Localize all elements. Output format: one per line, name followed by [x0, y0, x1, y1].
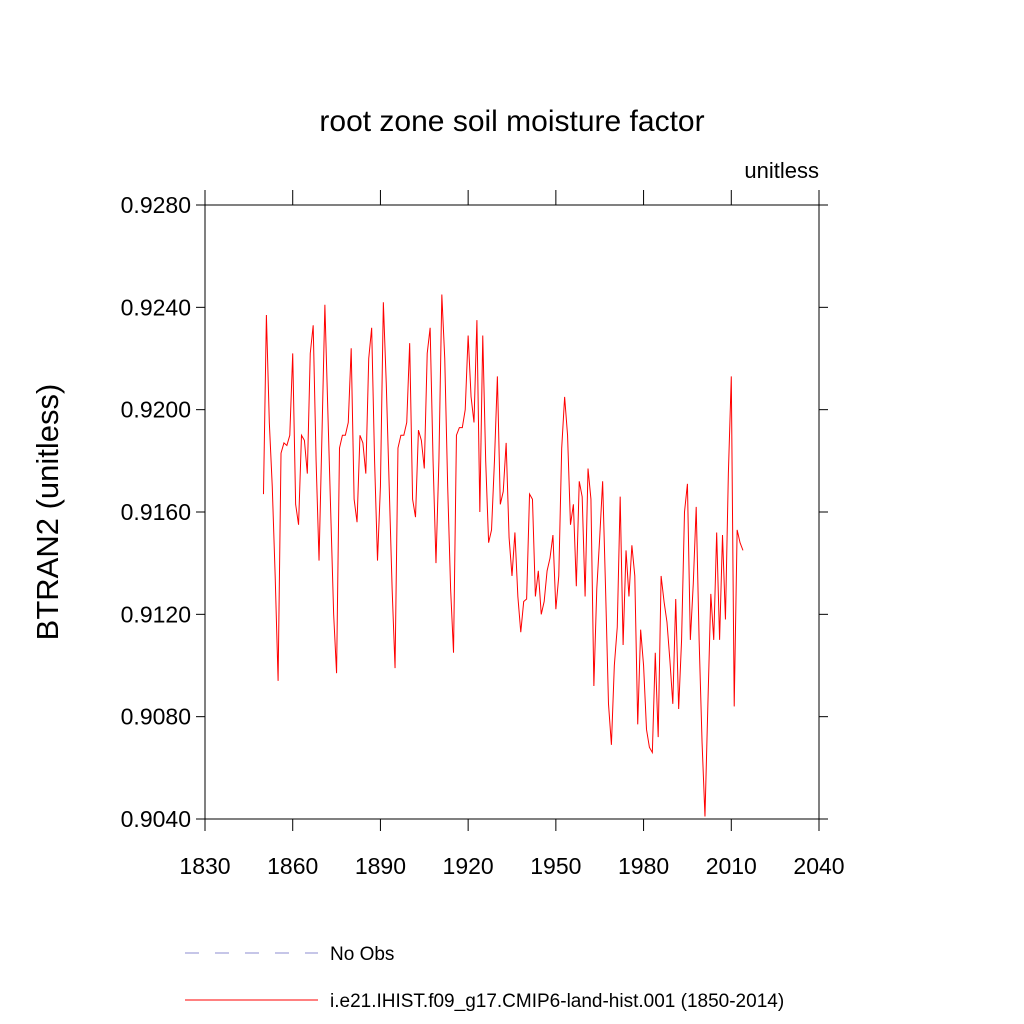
x-tick-label: 1950 — [530, 853, 581, 879]
x-tick-label: 1860 — [267, 853, 318, 879]
chart-title: root zone soil moisture factor — [319, 105, 704, 138]
x-tick-label: 2010 — [706, 853, 757, 879]
legend-label: No Obs — [330, 944, 394, 965]
x-tick-label: 1890 — [355, 853, 406, 879]
y-tick-label: 0.9040 — [121, 806, 191, 832]
x-tick-label: 1830 — [179, 853, 230, 879]
y-tick-label: 0.9280 — [121, 192, 191, 218]
data-line — [262, 294, 744, 817]
y-tick-label: 0.9120 — [121, 601, 191, 627]
y-tick-label: 0.9200 — [121, 397, 191, 423]
x-tick-label: 1980 — [618, 853, 669, 879]
x-tick-label: 1920 — [443, 853, 494, 879]
y-tick-label: 0.9240 — [121, 294, 191, 320]
legend-label: i.e21.IHIST.f09_g17.CMIP6-land-hist.001 … — [330, 991, 784, 1012]
units-label: unitless — [744, 158, 819, 183]
x-tick-label: 2040 — [793, 853, 844, 879]
y-tick-label: 0.9160 — [121, 499, 191, 525]
y-axis-title: BTRAN2 (unitless) — [30, 384, 65, 641]
y-tick-label: 0.9080 — [121, 704, 191, 730]
